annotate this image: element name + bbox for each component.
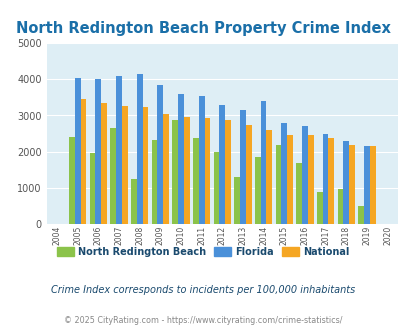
Bar xyxy=(275,145,281,224)
Bar xyxy=(234,177,239,224)
Bar xyxy=(122,106,127,224)
Bar xyxy=(69,137,75,224)
Bar xyxy=(192,138,198,224)
Bar xyxy=(348,145,354,224)
Bar xyxy=(95,79,101,224)
Bar xyxy=(363,147,369,224)
Bar xyxy=(357,206,363,224)
Bar xyxy=(142,107,148,224)
Bar xyxy=(172,120,178,224)
Bar xyxy=(286,135,292,224)
Bar xyxy=(183,117,189,224)
Bar xyxy=(163,114,168,224)
Bar xyxy=(301,126,307,224)
Bar xyxy=(281,123,286,224)
Bar xyxy=(90,153,95,224)
Bar xyxy=(204,118,210,224)
Bar xyxy=(116,76,121,224)
Text: Crime Index corresponds to incidents per 100,000 inhabitants: Crime Index corresponds to incidents per… xyxy=(51,285,354,295)
Bar xyxy=(296,163,301,224)
Bar xyxy=(307,135,313,224)
Bar xyxy=(245,125,251,224)
Bar xyxy=(131,179,136,224)
Bar xyxy=(260,101,266,224)
Legend: North Redington Beach, Florida, National: North Redington Beach, Florida, National xyxy=(53,243,352,261)
Bar xyxy=(239,110,245,224)
Bar xyxy=(178,94,183,224)
Bar xyxy=(198,96,204,224)
Bar xyxy=(101,103,107,224)
Bar xyxy=(328,138,333,224)
Bar xyxy=(110,128,116,224)
Bar xyxy=(219,105,225,224)
Bar xyxy=(213,152,219,224)
Bar xyxy=(254,157,260,224)
Text: © 2025 CityRating.com - https://www.cityrating.com/crime-statistics/: © 2025 CityRating.com - https://www.city… xyxy=(64,315,341,325)
Bar xyxy=(343,141,348,224)
Bar xyxy=(136,74,142,224)
Text: North Redington Beach Property Crime Index: North Redington Beach Property Crime Ind… xyxy=(15,21,390,36)
Bar xyxy=(225,120,230,224)
Bar xyxy=(316,192,322,224)
Bar xyxy=(80,99,86,224)
Bar xyxy=(75,78,80,224)
Bar xyxy=(369,147,375,224)
Bar xyxy=(337,189,343,224)
Bar xyxy=(322,134,328,224)
Bar xyxy=(266,130,272,224)
Bar xyxy=(151,140,157,224)
Bar xyxy=(157,84,163,224)
